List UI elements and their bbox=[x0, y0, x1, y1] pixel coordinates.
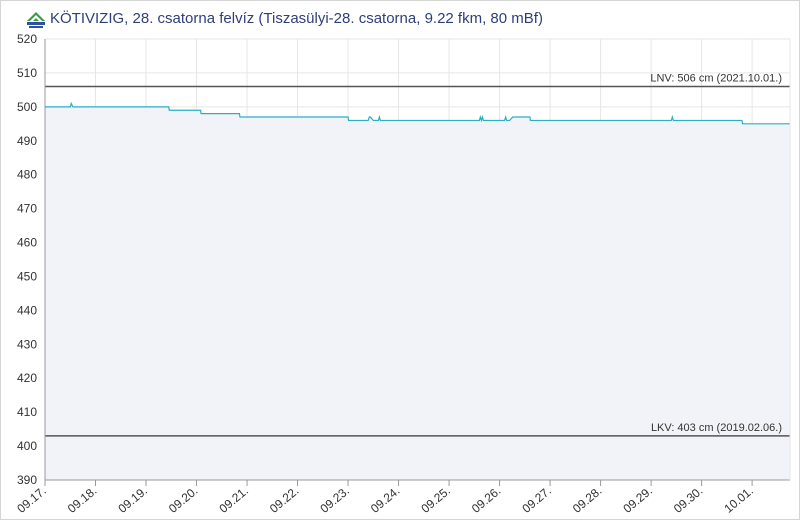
y-tick-label: 480 bbox=[17, 168, 37, 182]
y-tick-label: 510 bbox=[17, 66, 37, 80]
x-tick-label: 09.27. bbox=[519, 484, 554, 516]
reference-line-label: LKV: 403 cm (2019.02.06.) bbox=[651, 422, 782, 434]
y-tick-label: 470 bbox=[17, 202, 37, 216]
chart-header: KÖTIVIZIG, 28. csatorna felvíz (Tiszasül… bbox=[0, 0, 798, 34]
x-tick-label: 09.28. bbox=[570, 484, 605, 516]
x-tick-label: 09.21. bbox=[216, 484, 251, 516]
y-tick-label: 420 bbox=[17, 371, 37, 385]
y-tick-label: 490 bbox=[17, 134, 37, 148]
y-tick-label: 440 bbox=[17, 303, 37, 317]
x-tick-label: 09.18. bbox=[65, 484, 100, 516]
y-tick-label: 400 bbox=[17, 439, 37, 453]
y-tick-label: 460 bbox=[17, 236, 37, 250]
fill-layer bbox=[45, 103, 790, 480]
x-tick-label: 09.23. bbox=[317, 484, 352, 516]
y-tick-label: 430 bbox=[17, 337, 37, 351]
series-line bbox=[45, 101, 790, 125]
x-tick-label: 09.25. bbox=[418, 484, 453, 516]
x-tick-label: 09.24. bbox=[368, 484, 403, 516]
x-tick-label: 10.01. bbox=[721, 484, 756, 516]
series-area bbox=[45, 103, 790, 480]
x-tick-label: 09.30. bbox=[671, 484, 706, 516]
reference-layer: LNV: 506 cm (2021.10.01.) LKV: 403 cm (20… bbox=[45, 72, 790, 437]
y-tick-label: 520 bbox=[17, 32, 37, 46]
reference-line-label: LNV: 506 cm (2021.10.01.) bbox=[650, 72, 782, 84]
y-tick-label: 410 bbox=[17, 405, 37, 419]
chart-title: KÖTIVIZIG, 28. csatorna felvíz (Tiszasül… bbox=[50, 10, 543, 27]
x-tick-label: 09.17. bbox=[14, 484, 49, 516]
kotivizig-logo-icon bbox=[27, 12, 45, 28]
y-tick-label: 390 bbox=[17, 473, 37, 487]
x-tick-label: 09.20. bbox=[166, 484, 201, 516]
y-tick-label: 500 bbox=[17, 100, 37, 114]
x-tick-label: 09.29. bbox=[620, 484, 655, 516]
y-tick-label: 450 bbox=[17, 269, 37, 283]
x-tick-label: 09.22. bbox=[267, 484, 302, 516]
x-tick-label: 09.19. bbox=[115, 484, 150, 516]
series-layer bbox=[45, 101, 790, 125]
x-tick-label: 09.26. bbox=[469, 484, 504, 516]
